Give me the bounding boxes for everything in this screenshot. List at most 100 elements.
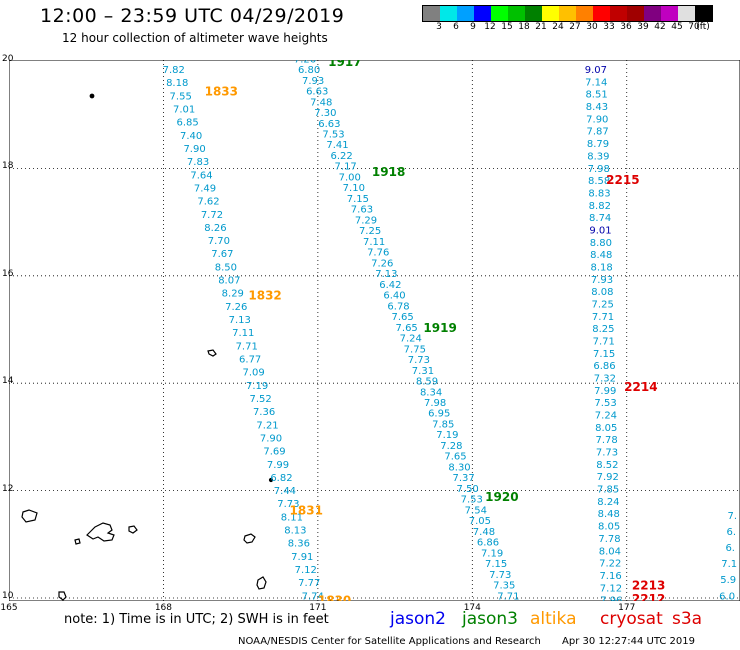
wave-height-value: 8.11 — [281, 512, 303, 523]
color-scale-label: 21 — [535, 22, 547, 32]
wave-height-value: 7.85 — [432, 419, 454, 430]
color-scale-label: 27 — [569, 22, 581, 32]
pass-time-label: 1918 — [372, 165, 405, 179]
wave-height-value: 6.82 — [270, 473, 292, 484]
wave-height-value: 7.16 — [599, 571, 621, 582]
wave-height-value: 6.63 — [318, 119, 340, 130]
wave-height-value: 8.59 — [416, 377, 438, 388]
wave-height-value: 7.30 — [314, 108, 336, 119]
wave-height-value: 7.24 — [400, 334, 422, 345]
wave-height-value: 8.25 — [592, 324, 614, 335]
wave-height-value: 7.93 — [591, 275, 613, 286]
wave-height-value: 9.07 — [585, 65, 607, 76]
lat-tick-label: 18 — [2, 161, 14, 172]
wave-height-value: 7.65 — [444, 452, 466, 463]
wave-height-value: 7.53 — [322, 129, 344, 140]
wave-height-value: 7.52 — [249, 394, 271, 405]
wave-height-value: 7.71 — [497, 591, 519, 601]
wave-height-value: 7.98 — [588, 164, 610, 175]
wave-height-value: 6.0 — [719, 591, 735, 601]
wave-height-value: 7.28 — [440, 441, 462, 452]
pass-time-label: 1917 — [328, 60, 361, 69]
wave-height-value: 6.77 — [239, 354, 261, 365]
wave-height-value: 7.37 — [452, 473, 474, 484]
island-dot — [268, 477, 274, 483]
generated-timestamp: Apr 30 12:27:44 UTC 2019 — [562, 636, 695, 647]
wave-height-value: 7.00 — [339, 172, 361, 183]
wave-height-value: 8.30 — [448, 462, 470, 473]
wave-height-value: 7.15 — [347, 194, 369, 205]
pass-time-label: 1832 — [248, 289, 281, 303]
wave-height-value: 7.98 — [424, 398, 446, 409]
lat-tick-label: 16 — [2, 268, 14, 279]
wave-height-value: 7.90 — [260, 433, 282, 444]
island-shape — [207, 349, 217, 357]
wave-height-value: 7.78 — [598, 534, 620, 545]
wave-height-value: 8.79 — [587, 139, 609, 150]
wave-height-value: 7.87 — [587, 127, 609, 138]
island-dot — [89, 93, 95, 99]
wave-height-value: 7.29 — [355, 215, 377, 226]
wave-height-value: 7.62 — [197, 197, 219, 208]
wave-height-value: 6.95 — [428, 409, 450, 420]
wave-height-value: 6.85 — [176, 118, 198, 129]
wave-height-value: 7.17 — [335, 162, 357, 173]
wave-height-value: 9.01 — [589, 225, 611, 236]
wave-height-value: 7.11 — [232, 328, 254, 339]
wave-height-value: 8.58 — [588, 176, 610, 187]
wave-height-value: 7.31 — [412, 366, 434, 377]
wave-height-value: 6.40 — [383, 291, 405, 302]
color-swatch — [644, 6, 661, 21]
wave-height-value: 8.05 — [598, 522, 620, 533]
wave-height-value: 7.10 — [343, 183, 365, 194]
wave-height-tracks: 7.82 8.18 7.55 7.01 6.85 7.40 7.90 7.83 7.64 7.49… — [163, 60, 738, 601]
footnote: note: 1) Time is in UTC; 2) SWH is in fe… — [64, 612, 329, 627]
wave-height-value: 7.15 — [593, 349, 615, 360]
altimeter-map: 7.82 8.18 7.55 7.01 6.85 7.40 7.90 7.83 7.64 7.49… — [9, 60, 740, 601]
wave-height-value: 7.19 — [246, 381, 268, 392]
wave-height-value: 5.9 — [720, 575, 736, 586]
wave-height-value: 6.86 — [477, 538, 499, 549]
wave-height-value: 6.80 — [298, 65, 320, 76]
wave-height-value: 6. — [726, 527, 736, 538]
color-swatch — [576, 6, 593, 21]
wave-height-value: 7.64 — [190, 170, 212, 181]
color-scale-label: (ft) — [696, 22, 710, 32]
wave-height-value: 6.78 — [387, 301, 409, 312]
wave-height-value: 8.13 — [284, 526, 306, 537]
wave-height-value: 7.54 — [465, 505, 487, 516]
wave-height-value: 7.55 — [170, 91, 192, 102]
wave-height-value: 7.15 — [485, 559, 507, 570]
wave-height-value: 8.51 — [585, 90, 607, 101]
wave-height-value: 7.83 — [187, 157, 209, 168]
wave-height-value: 8.80 — [590, 238, 612, 249]
color-swatch — [491, 6, 508, 21]
mission-label-jason3: jason3 — [462, 609, 518, 629]
color-scale-label: 3 — [436, 22, 442, 32]
color-swatch — [542, 6, 559, 21]
color-swatch — [525, 6, 542, 21]
lon-tick-label: 177 — [618, 603, 636, 613]
wave-height-value: 7.82 — [163, 65, 185, 76]
color-scale-label: 6 — [453, 22, 459, 32]
color-swatch — [695, 6, 712, 21]
wave-height-value: 7.78 — [596, 435, 618, 446]
wave-height-value: 7.19 — [436, 430, 458, 441]
wave-height-value: 7.32 — [594, 374, 616, 385]
lat-tick-label: 20 — [2, 54, 14, 64]
color-swatch — [559, 6, 576, 21]
map-subtitle: 12 hour collection of altimeter wave hei… — [62, 31, 328, 45]
wave-height-value: 7.19 — [481, 548, 503, 559]
wave-height-value: 7.22 — [599, 559, 621, 570]
wave-height-value: 7.12 — [600, 583, 622, 594]
wave-height-value: 7.09 — [243, 368, 265, 379]
wave-height-value: 7.14 — [585, 77, 607, 88]
wave-height-value: 8.83 — [588, 188, 610, 199]
wave-height-value: 8.04 — [599, 546, 621, 557]
lat-tick-label: 10 — [2, 591, 14, 601]
color-swatch — [627, 6, 644, 21]
wave-height-value: 7.53 — [594, 398, 616, 409]
wave-height-value: 8.48 — [590, 250, 612, 261]
wave-height-value: 7.73 — [489, 570, 511, 581]
wave-height-value: 8.52 — [596, 460, 618, 471]
